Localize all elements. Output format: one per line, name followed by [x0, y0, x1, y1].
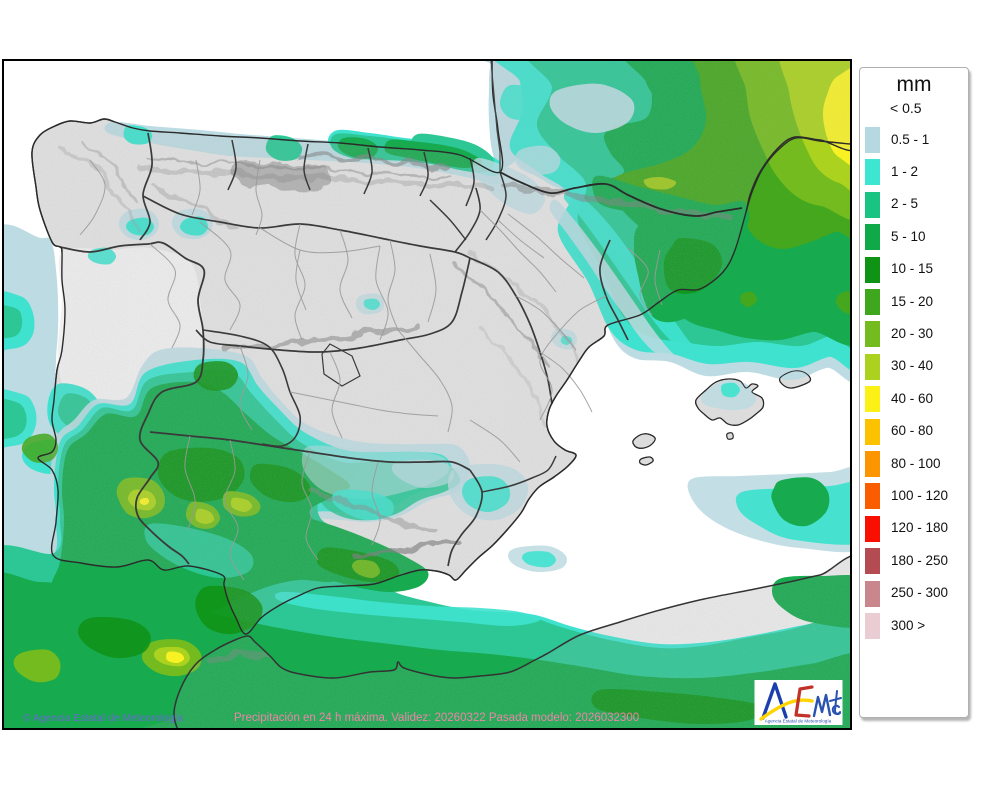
svg-text:Precipitación en 24 h máxima.: Precipitación en 24 h máxima. Validez: 2… — [234, 712, 639, 724]
svg-text:© Agencia Estatal de Meteorolo: © Agencia Estatal de Meteorología — [23, 713, 183, 724]
svg-text:Agencia Estatal de Meteorologí: Agencia Estatal de Meteorología — [765, 719, 832, 724]
